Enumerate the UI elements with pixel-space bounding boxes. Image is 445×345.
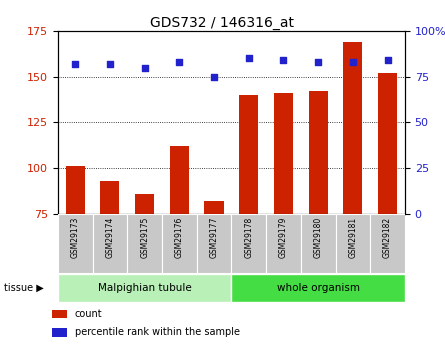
Text: GSM29175: GSM29175 xyxy=(140,217,149,258)
Text: whole organism: whole organism xyxy=(277,283,360,293)
Point xyxy=(210,74,218,80)
Bar xyxy=(170,146,189,345)
Text: GSM29179: GSM29179 xyxy=(279,217,288,258)
Point xyxy=(280,58,287,63)
Text: Malpighian tubule: Malpighian tubule xyxy=(98,283,191,293)
Bar xyxy=(52,310,67,318)
Bar xyxy=(197,214,231,273)
Point xyxy=(245,56,252,61)
Text: GSM29181: GSM29181 xyxy=(348,217,357,258)
Bar xyxy=(52,328,67,337)
Text: GDS732 / 146316_at: GDS732 / 146316_at xyxy=(150,16,295,30)
Bar xyxy=(231,214,266,273)
Text: GSM29180: GSM29180 xyxy=(314,217,323,258)
Text: percentile rank within the sample: percentile rank within the sample xyxy=(75,327,240,337)
Bar xyxy=(266,214,301,273)
Text: GSM29174: GSM29174 xyxy=(105,217,114,258)
Bar xyxy=(101,181,119,345)
Point xyxy=(72,61,79,67)
Text: tissue ▶: tissue ▶ xyxy=(4,283,44,293)
Text: GSM29176: GSM29176 xyxy=(175,217,184,258)
Bar xyxy=(127,214,162,273)
Bar xyxy=(135,194,154,345)
Bar xyxy=(336,214,370,273)
Bar xyxy=(344,42,362,345)
Point xyxy=(141,65,148,70)
Point xyxy=(349,59,356,65)
Bar xyxy=(239,95,258,345)
Bar xyxy=(66,166,85,345)
Point xyxy=(384,58,391,63)
Text: GSM29173: GSM29173 xyxy=(71,217,80,258)
Bar xyxy=(58,274,231,302)
Text: GSM29177: GSM29177 xyxy=(210,217,218,258)
Bar xyxy=(93,214,127,273)
Bar xyxy=(378,73,397,345)
Bar xyxy=(309,91,328,345)
Point xyxy=(315,59,322,65)
Bar xyxy=(162,214,197,273)
Bar xyxy=(231,274,405,302)
Point xyxy=(106,61,113,67)
Bar xyxy=(205,201,223,345)
Text: GSM29178: GSM29178 xyxy=(244,217,253,258)
Point xyxy=(176,59,183,65)
Bar xyxy=(301,214,336,273)
Text: GSM29182: GSM29182 xyxy=(383,217,392,258)
Text: count: count xyxy=(75,309,102,319)
Bar xyxy=(58,214,93,273)
Bar xyxy=(274,93,293,345)
Bar xyxy=(370,214,405,273)
